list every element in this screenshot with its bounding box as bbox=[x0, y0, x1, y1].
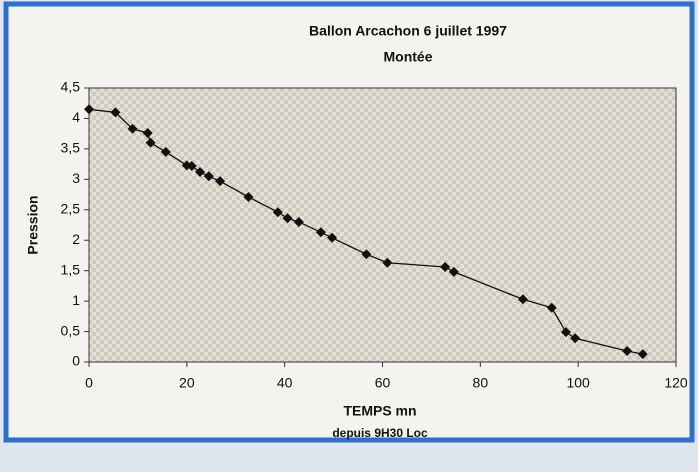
marker bbox=[293, 216, 304, 227]
marker bbox=[637, 349, 648, 360]
y-tick-label: 4,5 bbox=[61, 79, 81, 95]
x-tick-label: 0 bbox=[85, 375, 93, 391]
y-tick-label: 0 bbox=[72, 353, 80, 369]
y-tick-label: 4 bbox=[72, 109, 80, 125]
marker bbox=[622, 346, 633, 357]
marker bbox=[361, 249, 372, 260]
marker bbox=[127, 123, 138, 134]
marker bbox=[160, 146, 171, 157]
marker bbox=[272, 207, 283, 218]
marker bbox=[517, 294, 528, 305]
chart-subtitle: Montée bbox=[384, 49, 433, 65]
marker bbox=[215, 176, 226, 187]
x-tick-label: 40 bbox=[277, 375, 293, 391]
y-tick-label: 2,5 bbox=[61, 200, 81, 216]
marker bbox=[195, 167, 206, 178]
marker bbox=[570, 333, 581, 344]
marker bbox=[142, 128, 153, 139]
marker bbox=[243, 191, 254, 202]
marker bbox=[382, 257, 393, 268]
y-axis-label: Pression bbox=[25, 195, 41, 254]
y-tick-label: 1,5 bbox=[61, 261, 81, 277]
marker bbox=[440, 262, 451, 273]
marker bbox=[145, 137, 156, 148]
y-tick-label: 3 bbox=[72, 170, 80, 186]
x-tick-label: 120 bbox=[664, 375, 688, 391]
x-axis-sublabel: depuis 9H30 Loc bbox=[332, 426, 428, 440]
x-tick-label: 100 bbox=[566, 375, 590, 391]
marker bbox=[110, 107, 121, 118]
y-tick-label: 0,5 bbox=[61, 322, 81, 338]
marker bbox=[84, 104, 94, 115]
y-tick-label: 2 bbox=[72, 231, 80, 247]
marker bbox=[186, 160, 197, 171]
x-tick-label: 60 bbox=[375, 375, 391, 391]
x-tick-label: 80 bbox=[473, 375, 489, 391]
x-axis-label: TEMPS mn bbox=[343, 403, 416, 419]
y-tick-label: 1 bbox=[72, 292, 80, 308]
marker bbox=[560, 327, 571, 338]
marker bbox=[282, 213, 293, 224]
marker bbox=[203, 171, 214, 182]
marker bbox=[546, 302, 557, 313]
chart-title: Ballon Arcachon 6 juillet 1997 bbox=[309, 23, 507, 39]
x-tick-label: 20 bbox=[179, 375, 195, 391]
marker bbox=[327, 232, 338, 243]
marker bbox=[448, 266, 459, 277]
y-tick-label: 3,5 bbox=[61, 140, 81, 156]
plot-area bbox=[88, 87, 677, 363]
marker bbox=[315, 227, 326, 238]
